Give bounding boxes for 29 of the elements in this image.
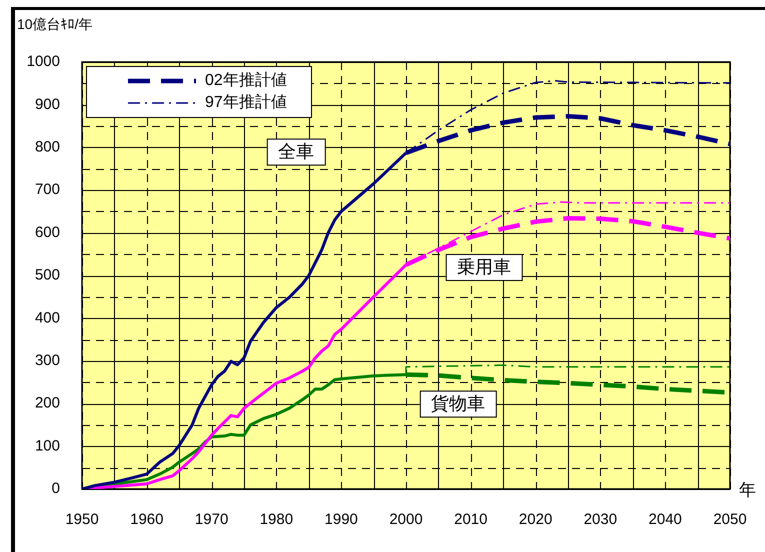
legend-label: 02年推計値 [205, 70, 287, 91]
x-tick-label: 1990 [324, 511, 358, 528]
y-tick-label: 400 [34, 309, 60, 326]
x-tick-label: 1950 [65, 511, 99, 528]
y-axis-title: 10億台ｷﾛ/年 [17, 16, 92, 32]
y-tick-label: 900 [34, 96, 60, 113]
x-tick-label: 2050 [713, 511, 747, 528]
x-tick-label: 2020 [518, 511, 552, 528]
x-axis-title: 年 [739, 480, 756, 500]
legend-label: 97年推計値 [205, 92, 287, 113]
y-tick-label: 1000 [26, 53, 60, 70]
y-tick-label: 0 [52, 480, 60, 498]
annotation: 貨物車 [430, 394, 485, 414]
x-tick-label: 2000 [389, 511, 423, 528]
x-tick-label: 2030 [584, 511, 618, 528]
annotation: 乗用車 [456, 256, 511, 277]
annotation: 全車 [278, 142, 314, 162]
y-tick-label: 600 [34, 224, 60, 241]
x-tick-label: 2040 [648, 511, 682, 528]
y-tick-label: 800 [34, 138, 60, 156]
y-tick-label: 100 [34, 437, 60, 454]
x-tick-label: 2010 [454, 511, 488, 528]
x-tick-label: 1960 [130, 511, 164, 528]
y-tick-label: 200 [34, 394, 60, 412]
y-tick-label: 500 [34, 266, 60, 284]
y-tick-label: 300 [34, 352, 60, 370]
x-tick-label: 1980 [260, 511, 294, 528]
y-tick-label: 700 [34, 181, 60, 198]
x-tick-label: 1970 [194, 511, 228, 528]
